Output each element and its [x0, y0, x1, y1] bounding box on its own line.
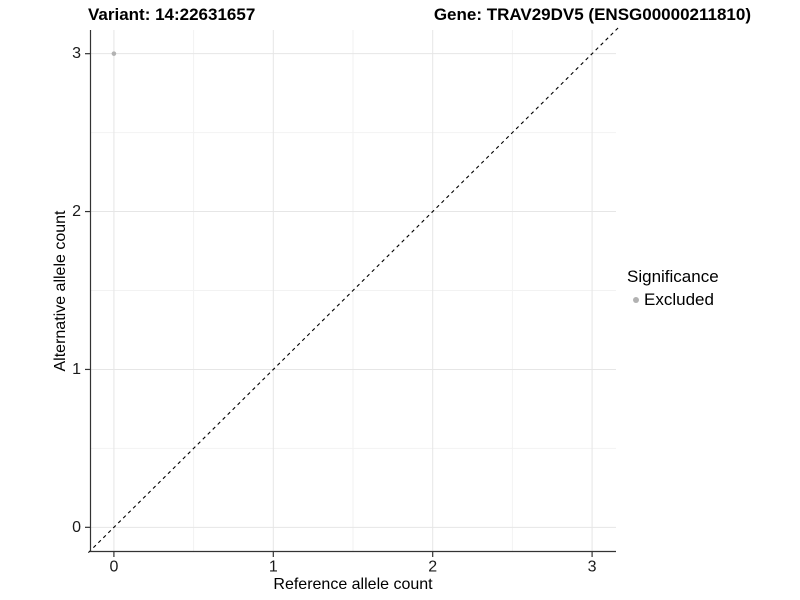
gene-title: Gene: TRAV29DV5 (ENSG00000211810): [433, 5, 751, 24]
y-axis-title: Alternative allele count: [52, 210, 69, 372]
legend-item-label: Excluded: [644, 290, 714, 309]
x-tick-label: 3: [588, 558, 597, 575]
y-tick-label: 1: [72, 361, 81, 378]
x-tick-label: 2: [428, 558, 437, 575]
legend-title: Significance: [627, 267, 719, 286]
data-point-excluded: [111, 51, 117, 56]
legend: Significance Excluded: [627, 267, 719, 310]
identity-reference-line: [88, 26, 620, 553]
excluded-point-icon: [633, 297, 639, 303]
y-tick-label: 2: [72, 203, 81, 220]
x-axis-title: Reference allele count: [273, 576, 433, 593]
legend-item-excluded: Excluded: [627, 290, 719, 310]
plot-panel: 0 1 2 3 0 1 2 3: [72, 26, 620, 575]
x-tick-label: 1: [269, 558, 278, 575]
x-tick-label: 0: [109, 558, 118, 575]
y-tick-label: 0: [72, 519, 81, 536]
variant-title: Variant: 14:22631657: [88, 5, 256, 24]
y-tick-label: 3: [72, 45, 81, 62]
